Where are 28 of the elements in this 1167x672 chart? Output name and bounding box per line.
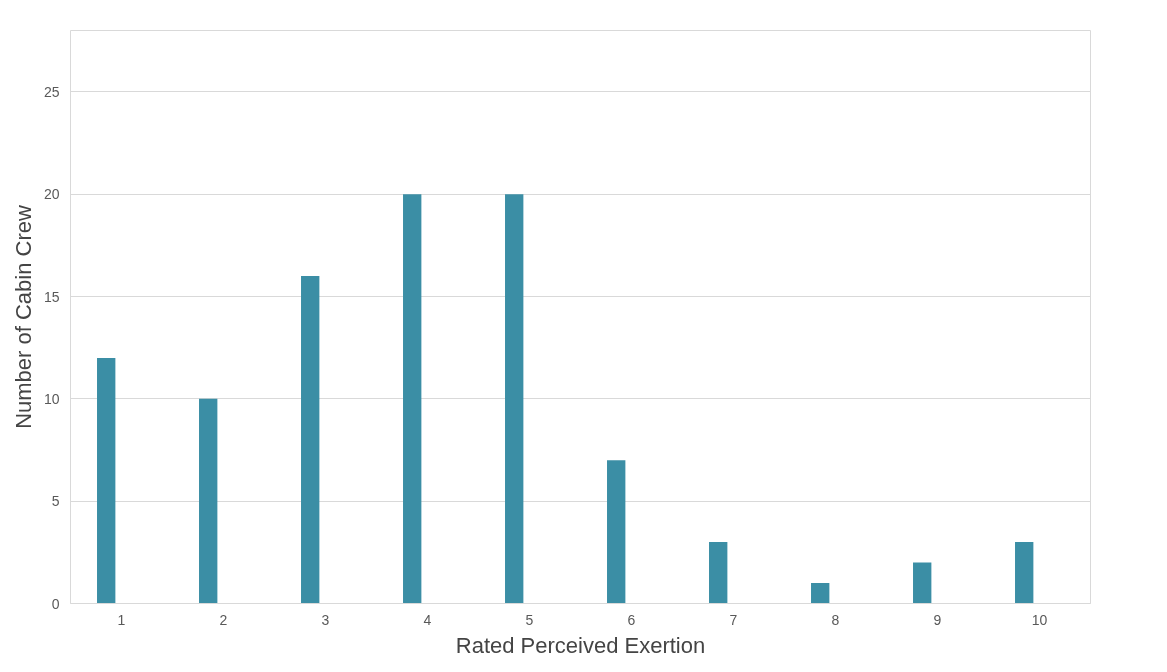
x-axis-title: Rated Perceived Exertion xyxy=(455,632,706,658)
bar xyxy=(301,276,320,604)
y-axis-title: Number of Cabin Crew xyxy=(10,205,36,429)
x-tick-label: 9 xyxy=(933,611,942,628)
bar xyxy=(403,194,422,604)
x-tick-label: 4 xyxy=(423,611,432,628)
x-tick-label: 10 xyxy=(1031,611,1048,628)
bar xyxy=(505,194,524,604)
bar xyxy=(913,562,932,604)
x-tick-label: 3 xyxy=(321,611,330,628)
bar xyxy=(199,398,218,604)
bar xyxy=(709,542,728,604)
x-tick-label: 5 xyxy=(525,611,534,628)
bar xyxy=(97,357,116,604)
y-tick-label: 0 xyxy=(51,595,60,612)
y-tick-label: 15 xyxy=(43,288,60,305)
bar xyxy=(811,583,830,604)
x-tick-label: 6 xyxy=(627,611,636,628)
x-tick-label: 1 xyxy=(117,611,126,628)
y-tick-label: 10 xyxy=(43,390,60,407)
x-tick-label: 8 xyxy=(831,611,840,628)
bar xyxy=(607,460,626,604)
y-tick-label: 20 xyxy=(43,186,60,203)
y-tick-label: 5 xyxy=(51,493,60,510)
x-tick-label: 7 xyxy=(729,611,738,628)
y-tick-label: 25 xyxy=(43,83,60,100)
x-tick-label: 2 xyxy=(219,611,228,628)
bar xyxy=(1015,542,1034,604)
